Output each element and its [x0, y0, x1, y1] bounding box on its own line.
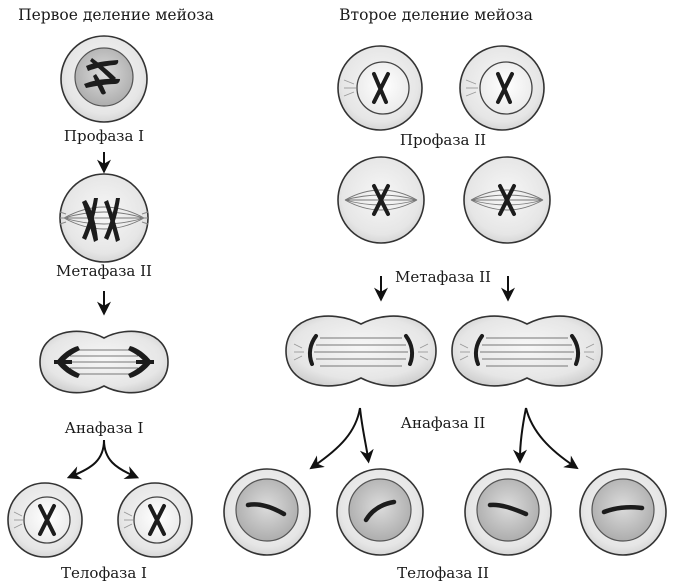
- arrow-split: [513, 407, 528, 464]
- prophase-1-cell: [60, 35, 148, 123]
- anaphase-2-cell-left: [285, 315, 437, 387]
- prophase-2-cell-right: [459, 45, 545, 131]
- telophase-2-cell-4: [579, 468, 667, 556]
- anaphase-2-label: Анафаза II: [400, 414, 486, 432]
- prophase-1-label: Профаза I: [63, 127, 145, 145]
- telophase-2-cell-3: [464, 468, 552, 556]
- telophase-1-cell-right: [117, 482, 193, 558]
- first-division-header: Первое деление мейоза: [18, 6, 214, 24]
- anaphase-2-cell-right: [451, 315, 603, 387]
- anaphase-1-label: Анафаза I: [64, 419, 144, 437]
- prophase-2-cell-left: [337, 45, 423, 131]
- telophase-2-cell-2: [336, 468, 424, 556]
- arrow-split: [309, 407, 361, 470]
- arrow-split: [525, 407, 579, 470]
- chromosomes-right: [128, 346, 154, 378]
- metaphase-2-label: Метафаза II: [395, 268, 491, 286]
- anaphase-1-cell: [39, 330, 169, 394]
- prophase-2-spindle-cell-left: [337, 156, 425, 244]
- second-division-header: Второе деление мейоза: [339, 6, 533, 24]
- metaphase-1-label: Метафаза II: [56, 262, 152, 280]
- telophase-1-label: Телофаза I: [61, 564, 147, 582]
- telophase-2-label: Телофаза II: [397, 564, 489, 582]
- spindle-fibers: [68, 349, 140, 375]
- arrow-split-right: [103, 439, 140, 479]
- chromosome-pair: [84, 58, 120, 95]
- chromosomes-left: [54, 346, 80, 378]
- centriole-right: [141, 211, 149, 225]
- telophase-2-cell-1: [223, 468, 311, 556]
- prophase-2-label: Профаза II: [399, 131, 487, 149]
- telophase-1-cell-left: [7, 482, 83, 558]
- prophase-2-spindle-cell-right: [463, 156, 551, 244]
- chromosomes: [82, 198, 120, 242]
- centriole-left: [59, 211, 67, 225]
- metaphase-1-cell: [59, 173, 149, 263]
- arrow-split-left: [66, 439, 105, 480]
- arrow-split: [359, 407, 374, 464]
- spindle-fibers: [63, 206, 145, 230]
